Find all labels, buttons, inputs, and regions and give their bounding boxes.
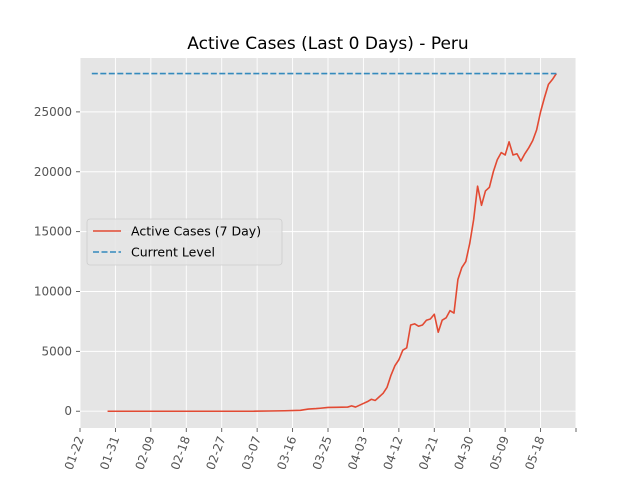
legend: Active Cases (7 Day) Current Level [86, 218, 283, 266]
series-layer [91, 72, 557, 413]
legend-label-1: Current Level [131, 245, 215, 260]
y-tick-label: 10000 [34, 284, 72, 298]
y-tick-label: 25000 [34, 105, 72, 119]
y-tick-label: 5000 [41, 344, 72, 358]
y-tick-labels: 0 5000 10000 15000 20000 25000 [34, 105, 72, 418]
y-tick-label: 20000 [34, 165, 72, 179]
series-line-0 [107, 73, 557, 413]
legend-box [86, 218, 283, 266]
legend-label-0: Active Cases (7 Day) [131, 224, 261, 239]
chart-title: Active Cases (Last 0 Days) - Peru [187, 34, 468, 54]
y-tick-label: 15000 [34, 225, 72, 239]
axis-ticks [76, 111, 577, 432]
y-tick-label: 0 [64, 404, 72, 418]
